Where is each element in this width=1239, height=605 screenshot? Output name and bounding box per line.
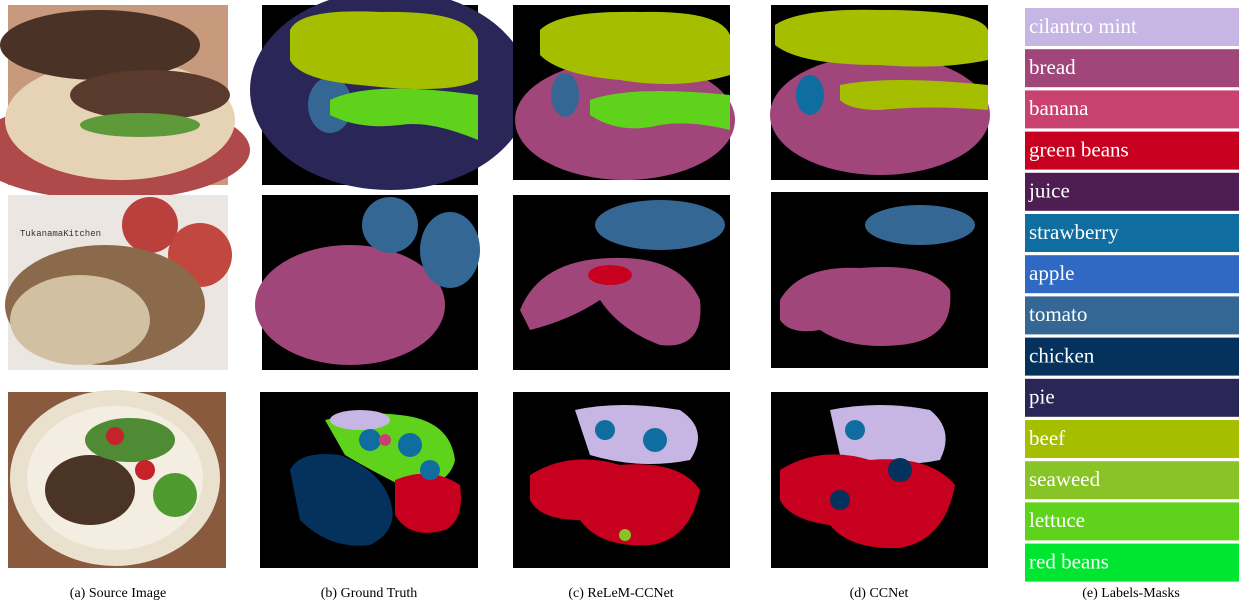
caption: (a) Source Image <box>70 586 166 601</box>
legend-label: chicken <box>1029 343 1095 367</box>
legend-label: lettuce <box>1029 508 1085 532</box>
legend-swatch <box>1025 8 1239 46</box>
legend-label: red beans <box>1029 549 1109 573</box>
ccnet-masks <box>770 5 990 568</box>
legend-swatch <box>1025 214 1239 252</box>
legend-label: beef <box>1029 426 1065 450</box>
legend-swatch <box>1025 461 1239 500</box>
legend-label: cilantro mint <box>1029 14 1137 38</box>
legend-swatch <box>1025 378 1239 417</box>
legend-label: tomato <box>1029 302 1087 326</box>
captions: (a) Source Image (b) Ground Truth (c) Re… <box>70 586 1180 601</box>
legend-swatch <box>1025 543 1239 582</box>
legend-label: juice <box>1028 179 1070 203</box>
source-images: TukanamaKitchen <box>0 5 250 568</box>
legend: cilantro mint bread banana green beans juice… <box>1025 8 1239 582</box>
legend-swatch <box>1025 420 1239 458</box>
legend-swatch <box>1025 296 1239 335</box>
legend-label: green beans <box>1029 137 1129 161</box>
legend-swatch <box>1025 90 1239 129</box>
legend-label: banana <box>1029 96 1089 120</box>
legend-swatch <box>1025 172 1239 211</box>
legend-label: strawberry <box>1029 220 1119 244</box>
caption: (d) CCNet <box>850 586 909 601</box>
legend-swatch <box>1025 337 1239 376</box>
ground-truth-masks <box>250 0 530 568</box>
legend-swatch <box>1025 49 1239 88</box>
legend-label: apple <box>1029 261 1074 285</box>
caption: (e) Labels-Masks <box>1082 586 1180 601</box>
relem-ccnet-masks <box>513 5 735 568</box>
legend-swatch <box>1025 502 1239 541</box>
legend-label: bread <box>1029 55 1076 79</box>
caption: (b) Ground Truth <box>321 586 417 601</box>
legend-label: pie <box>1029 385 1055 409</box>
legend-swatch <box>1025 255 1239 294</box>
legend-swatch <box>1025 131 1239 170</box>
svg-text:TukanamaKitchen: TukanamaKitchen <box>20 229 101 239</box>
legend-label: seaweed <box>1029 467 1101 491</box>
caption: (c) ReLeM-CCNet <box>568 586 673 601</box>
